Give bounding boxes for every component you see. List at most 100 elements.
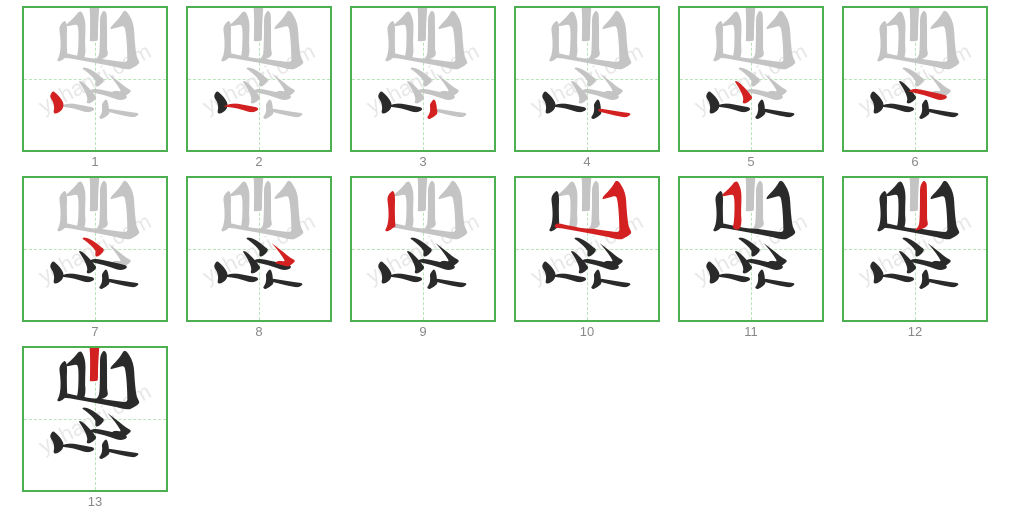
character-cell: yohanzi.com <box>842 6 988 152</box>
stroke-done-2 <box>388 104 422 112</box>
stroke-step-1: yohanzi.com 1 <box>20 6 170 176</box>
stroke-step-4: yohanzi.com4 <box>512 6 662 176</box>
stroke-current-4 <box>598 109 630 117</box>
stroke-done-2 <box>388 274 422 282</box>
stroke-future-7 <box>83 68 104 87</box>
stroke-current-7 <box>83 238 104 257</box>
step-number: 8 <box>255 324 262 339</box>
stroke-done-4 <box>926 279 958 287</box>
character-cell: yohanzi.com <box>22 346 168 492</box>
stroke-done-1 <box>542 92 555 114</box>
step-number: 3 <box>419 154 426 169</box>
stroke-future-7 <box>903 68 924 87</box>
step-number: 5 <box>747 154 754 169</box>
stroke-current-9 <box>385 191 395 231</box>
step-number: 12 <box>908 324 922 339</box>
stroke-done-1 <box>378 262 391 284</box>
stroke-done-7 <box>411 238 432 257</box>
stroke-done-4 <box>762 109 794 117</box>
character-svg <box>24 348 166 490</box>
step-number: 11 <box>744 324 758 339</box>
stroke-done-11 <box>66 352 85 400</box>
stroke-done-2 <box>716 104 750 112</box>
character-svg <box>516 8 658 150</box>
stroke-step-12: yohanzi.com 12 <box>840 176 990 346</box>
stroke-step-6: yohanzi.com 6 <box>840 6 990 176</box>
stroke-done-1 <box>870 262 883 284</box>
stroke-current-1 <box>50 92 63 114</box>
character-svg <box>844 8 986 150</box>
stroke-future-7 <box>739 68 760 87</box>
stroke-future-11 <box>394 182 413 230</box>
step-number: 9 <box>419 324 426 339</box>
character-svg <box>680 178 822 320</box>
stroke-done-4 <box>106 279 138 287</box>
stroke-future-4 <box>270 109 302 117</box>
stroke-future-4 <box>106 109 138 117</box>
character-svg <box>352 8 494 150</box>
stroke-future-2 <box>60 104 94 112</box>
stroke-future-11 <box>394 12 413 60</box>
step-number: 13 <box>88 494 102 509</box>
stroke-done-2 <box>880 274 914 282</box>
stroke-future-11 <box>722 12 741 60</box>
stroke-done-2 <box>224 274 258 282</box>
character-svg <box>24 8 166 150</box>
stroke-future-7 <box>247 68 268 87</box>
character-cell: yohanzi.com <box>186 6 332 152</box>
stroke-done-2 <box>552 104 586 112</box>
stroke-done-1 <box>50 262 63 284</box>
character-cell: yohanzi.com <box>514 176 660 322</box>
stroke-current-3 <box>427 100 437 119</box>
stroke-future-11 <box>230 12 249 60</box>
character-cell: yohanzi.com <box>514 6 660 152</box>
character-svg <box>352 178 494 320</box>
character-cell: yohanzi.com <box>842 176 988 322</box>
stroke-step-13: yohanzi.com 13 <box>20 346 170 516</box>
character-cell: yohanzi.com <box>350 176 496 322</box>
character-cell: yohanzi.com <box>678 6 824 152</box>
stroke-done-7 <box>247 238 268 257</box>
stroke-done-4 <box>598 279 630 287</box>
stroke-step-7: yohanzi.com 7 <box>20 176 170 346</box>
stroke-current-11 <box>722 182 741 230</box>
step-number: 7 <box>91 324 98 339</box>
stroke-future-7 <box>411 68 432 87</box>
stroke-done-1 <box>50 432 63 454</box>
stroke-done-4 <box>926 109 958 117</box>
step-number: 1 <box>91 154 98 169</box>
character-svg <box>188 8 330 150</box>
stroke-done-2 <box>60 274 94 282</box>
stroke-done-2 <box>552 274 586 282</box>
character-cell: yohanzi.com <box>22 176 168 322</box>
character-cell: yohanzi.com <box>186 176 332 322</box>
stroke-done-7 <box>903 238 924 257</box>
stroke-done-7 <box>83 408 104 427</box>
character-svg <box>188 178 330 320</box>
stroke-future-11 <box>66 12 85 60</box>
character-cell: yohanzi.com <box>678 176 824 322</box>
step-number: 10 <box>580 324 594 339</box>
character-svg <box>680 8 822 150</box>
character-cell: yohanzi.com <box>350 6 496 152</box>
character-svg <box>24 178 166 320</box>
stroke-future-11 <box>230 182 249 230</box>
stroke-order-grid: yohanzi.com 1 yohanzi.com 2 yohanzi.com 3 yoha… <box>20 6 1004 516</box>
stroke-step-5: yohanzi.com 5 <box>676 6 826 176</box>
character-cell: yohanzi.com <box>22 6 168 152</box>
step-number: 6 <box>911 154 918 169</box>
stroke-done-4 <box>762 279 794 287</box>
stroke-step-11: yohanzi.com 11 <box>676 176 826 346</box>
stroke-future-11 <box>886 12 905 60</box>
stroke-done-7 <box>575 238 596 257</box>
stroke-step-2: yohanzi.com 2 <box>184 6 334 176</box>
stroke-future-7 <box>575 68 596 87</box>
stroke-done-1 <box>706 92 719 114</box>
stroke-done-1 <box>214 92 227 114</box>
step-number: 2 <box>255 154 262 169</box>
stroke-done-1 <box>706 262 719 284</box>
stroke-done-2 <box>60 444 94 452</box>
stroke-done-1 <box>870 92 883 114</box>
stroke-future-11 <box>558 182 577 230</box>
stroke-current-2 <box>224 104 258 112</box>
